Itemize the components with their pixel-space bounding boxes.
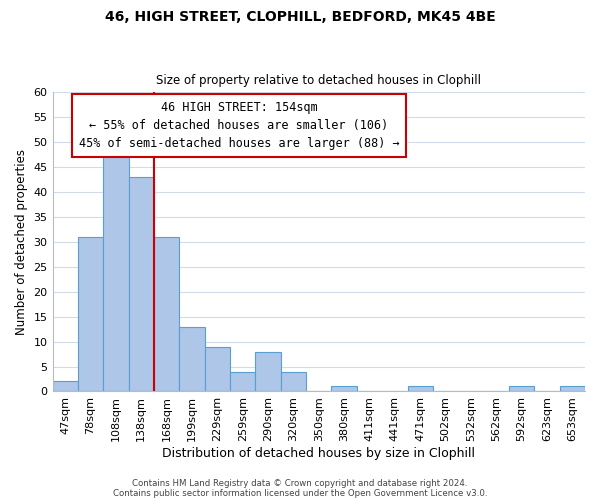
Title: Size of property relative to detached houses in Clophill: Size of property relative to detached ho…: [156, 74, 481, 87]
Bar: [179, 326, 205, 392]
Bar: [103, 157, 128, 392]
Bar: [281, 372, 306, 392]
Text: 46 HIGH STREET: 154sqm
← 55% of detached houses are smaller (106)
45% of semi-de: 46 HIGH STREET: 154sqm ← 55% of detached…: [79, 102, 399, 150]
Bar: [53, 382, 78, 392]
X-axis label: Distribution of detached houses by size in Clophill: Distribution of detached houses by size …: [162, 447, 475, 460]
Bar: [256, 352, 281, 392]
Bar: [128, 177, 154, 392]
Bar: [78, 237, 103, 392]
Bar: [560, 386, 585, 392]
Bar: [509, 386, 534, 392]
Bar: [154, 237, 179, 392]
Y-axis label: Number of detached properties: Number of detached properties: [15, 149, 28, 335]
Bar: [205, 346, 230, 392]
Bar: [407, 386, 433, 392]
Text: 46, HIGH STREET, CLOPHILL, BEDFORD, MK45 4BE: 46, HIGH STREET, CLOPHILL, BEDFORD, MK45…: [104, 10, 496, 24]
Text: Contains HM Land Registry data © Crown copyright and database right 2024.: Contains HM Land Registry data © Crown c…: [132, 478, 468, 488]
Bar: [331, 386, 357, 392]
Bar: [230, 372, 256, 392]
Text: Contains public sector information licensed under the Open Government Licence v3: Contains public sector information licen…: [113, 488, 487, 498]
